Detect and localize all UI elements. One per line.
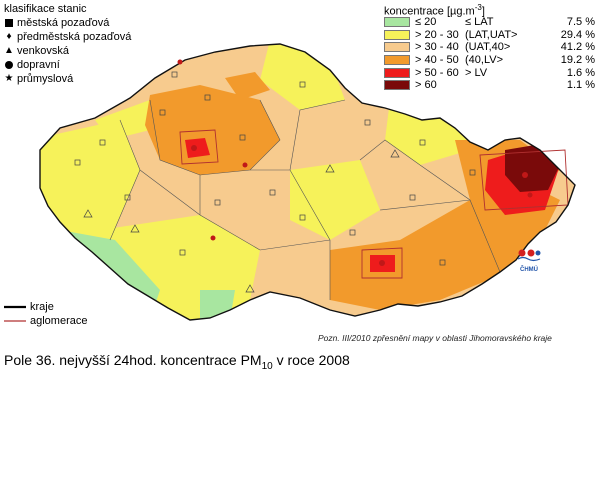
concentration-range: > 30 - 40 (415, 41, 459, 54)
concentration-legend: koncentrace [µg.m-3] ≤ 20 ≤ LAT 7.5 % > 20 … (384, 2, 595, 92)
chmu-logo-icon (517, 249, 541, 262)
boundary-legend-label: kraje (30, 301, 54, 313)
station-legend-label: předměstská pozaďová (17, 31, 132, 43)
station-triangles (83, 149, 400, 293)
caption-suffix: v roce 2008 (272, 352, 350, 368)
square-icon (5, 19, 13, 27)
concentration-percent: 1.6 % (566, 66, 595, 79)
region-borders (109, 99, 501, 300)
pm10-concentration-map (39, 43, 576, 321)
station-legend-title: klasifikace stanic (4, 3, 87, 15)
concentration-swatch (384, 17, 410, 28)
concentration-range: > 50 - 60 (415, 66, 459, 79)
caption-prefix: Pole 36. nejvyšší 24hod. koncentrace PM (4, 352, 262, 368)
concentration-percent: 7.5 % (566, 16, 595, 29)
station-legend-label: městská pozaďová (17, 17, 110, 29)
concentration-title-sup: -3 (474, 3, 482, 12)
concentration-class: (UAT,40> (465, 41, 511, 54)
concentration-class: (LAT,UAT> (465, 28, 518, 41)
station-classification-legend: klasifikace stanic městská pozaďová ♦ př… (4, 2, 131, 86)
map-note: Pozn. III/2010 zpřesnění mapy v oblasti … (318, 333, 552, 343)
concentration-swatch (384, 29, 410, 40)
circle-icon (5, 61, 13, 69)
concentration-percent: 1.1 % (566, 79, 595, 92)
concentration-range: > 20 - 30 (415, 28, 459, 41)
station-markers-filled (177, 59, 533, 266)
chmu-logo: ČHMÚ (516, 248, 542, 273)
station-legend-item: ★ průmyslová (4, 72, 131, 86)
boundary-legend-label: aglomerace (30, 315, 88, 327)
concentration-percent: 41.2 % (560, 41, 595, 54)
region-line-icon (4, 305, 26, 309)
station-legend-label: venkovská (17, 45, 69, 57)
concentration-swatch (384, 80, 410, 91)
boundary-legend: kraje aglomerace (4, 300, 87, 328)
concentration-legend-title: koncentrace [µg.m-3] (384, 2, 595, 18)
caption-subscript: 10 (261, 360, 273, 372)
concentration-legend-row: > 60 1.1 % (384, 79, 595, 92)
station-legend-label: dopravní (17, 59, 60, 71)
concentration-percent: 29.4 % (560, 28, 595, 41)
station-markers (74, 71, 476, 266)
station-legend-item: dopravní (4, 58, 131, 72)
boundary-legend-item: kraje (4, 300, 87, 314)
concentration-class: > LV (465, 66, 488, 79)
figure-caption: Pole 36. nejvyšší 24hod. koncentrace PM1… (4, 352, 350, 372)
station-legend-item: ♦ předměstská pozaďová (4, 30, 131, 44)
concentration-range: > 40 - 50 (415, 54, 459, 67)
triangle-icon: ▲ (4, 45, 14, 56)
station-legend-label: průmyslová (17, 73, 74, 85)
country-border (39, 43, 576, 321)
concentration-range: > 60 (415, 79, 437, 92)
chmu-logo-text: ČHMÚ (520, 267, 538, 273)
concentration-legend-row: > 30 - 40 (UAT,40> 41.2 % (384, 41, 595, 54)
boundary-legend-item: aglomerace (4, 314, 87, 328)
station-legend-item: ▲ venkovská (4, 44, 131, 58)
concentration-swatch (384, 67, 410, 78)
concentration-legend-row: > 40 - 50 (40,LV> 19.2 % (384, 54, 595, 67)
concentration-swatch (384, 42, 410, 53)
concentration-class: ≤ LAT (465, 16, 494, 29)
star-icon: ★ (4, 73, 14, 84)
concentration-range: ≤ 20 (415, 16, 437, 29)
station-legend-item: městská pozaďová (4, 16, 131, 30)
concentration-class: (40,LV> (465, 54, 504, 67)
diamond-icon: ♦ (6, 31, 12, 42)
concentration-title-text: koncentrace [µg.m (384, 5, 475, 18)
concentration-legend-row: > 20 - 30 (LAT,UAT> 29.4 % (384, 29, 595, 42)
concentration-legend-row: ≤ 20 ≤ LAT 7.5 % (384, 16, 595, 29)
concentration-legend-row: > 50 - 60 > LV 1.6 % (384, 66, 595, 79)
concentration-percent: 19.2 % (560, 54, 595, 67)
agglomeration-line-icon (4, 320, 26, 322)
concentration-swatch (384, 55, 410, 66)
concentration-title-end: ] (481, 5, 485, 18)
